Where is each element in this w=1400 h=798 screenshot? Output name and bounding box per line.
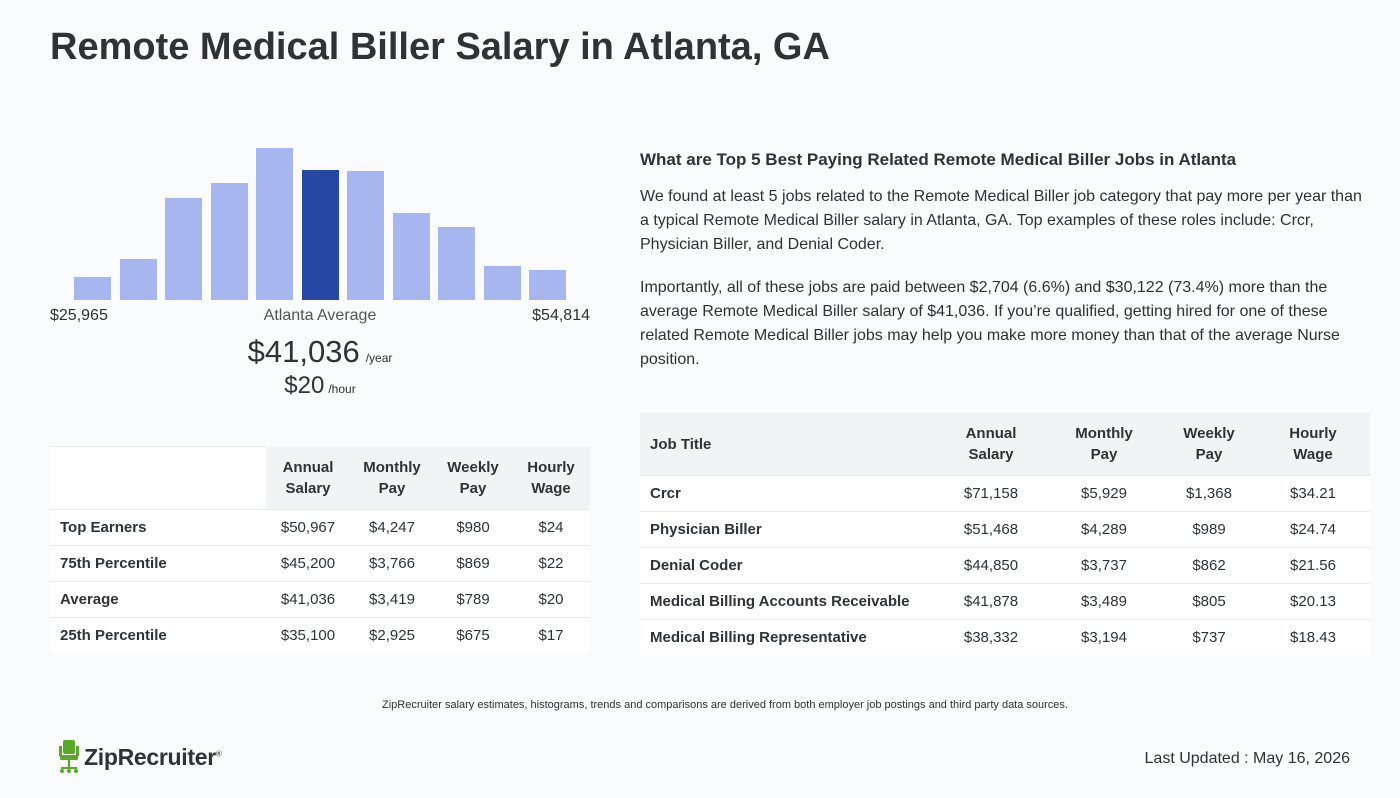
- cell-annual: $44,850: [936, 547, 1046, 584]
- salary-histogram: [74, 140, 568, 300]
- row-label: Top Earners: [50, 509, 266, 546]
- histogram-bar: [529, 270, 566, 300]
- histogram-bar: [484, 266, 521, 300]
- related-jobs-paragraph-1: We found at least 5 jobs related to the …: [640, 188, 1362, 253]
- page-title: Remote Medical Biller Salary in Atlanta,…: [50, 26, 830, 68]
- cell-hourly: $34.21: [1256, 475, 1370, 512]
- related-jobs-heading: What are Top 5 Best Paying Related Remot…: [640, 150, 1237, 169]
- histogram-bar: [256, 148, 293, 300]
- header-hourly-wage: Hourly Wage: [512, 446, 590, 510]
- histogram-min-label: $25,965: [50, 307, 108, 324]
- table-row: Top Earners $50,967 $4,247 $980 $24: [50, 509, 590, 546]
- cell-monthly: $4,289: [1046, 511, 1162, 548]
- hourly-wage-amount: $20: [284, 372, 325, 399]
- cell-weekly: $789: [434, 581, 512, 618]
- annual-salary-amount: $41,036: [247, 334, 360, 369]
- cell-weekly: $675: [434, 617, 512, 653]
- ziprecruiter-logo[interactable]: ZipRecruiter®: [58, 740, 222, 774]
- related-jobs-table-header: Job Title Annual Salary Monthly Pay Weekly…: [640, 413, 1370, 476]
- table-row: 75th Percentile $45,200 $3,766 $869 $22: [50, 545, 590, 582]
- cell-hourly: $24.74: [1256, 511, 1370, 548]
- cell-annual: $51,468: [936, 511, 1046, 548]
- cell-monthly: $3,737: [1046, 547, 1162, 584]
- annual-salary: $41,036/year: [50, 334, 590, 370]
- histogram-average-label: Atlanta Average: [263, 307, 377, 324]
- cell-monthly: $3,766: [350, 545, 434, 582]
- cell-weekly: $980: [434, 509, 512, 546]
- cell-weekly: $989: [1162, 511, 1256, 548]
- cell-monthly: $3,489: [1046, 583, 1162, 620]
- header-monthly-pay: Monthly Pay: [1046, 413, 1162, 476]
- annual-salary-unit: /year: [365, 351, 393, 365]
- header-monthly-pay: Monthly Pay: [350, 446, 434, 510]
- histogram-max-label: $54,814: [532, 307, 590, 324]
- cell-weekly: $869: [434, 545, 512, 582]
- cell-hourly: $18.43: [1256, 619, 1370, 655]
- cell-weekly: $805: [1162, 583, 1256, 620]
- histogram-bar: [165, 198, 202, 300]
- related-jobs-paragraph-2: Importantly, all of these jobs are paid …: [640, 279, 1340, 368]
- cell-hourly: $20: [512, 581, 590, 618]
- histogram-bar: [347, 171, 384, 300]
- table-row: Medical Billing Accounts Receivable $41,…: [640, 583, 1370, 620]
- cell-annual: $38,332: [936, 619, 1046, 655]
- header-annual-salary: Annual Salary: [936, 413, 1046, 476]
- job-title: Medical Billing Representative: [640, 619, 936, 655]
- cell-annual: $45,200: [266, 545, 350, 582]
- percentile-table: Annual Salary Monthly Pay Weekly Pay Hourly…: [50, 446, 590, 653]
- header-weekly-pay: Weekly Pay: [1162, 413, 1256, 476]
- header-blank-cell: [50, 446, 266, 510]
- job-title: Medical Billing Accounts Receivable: [640, 583, 936, 620]
- cell-annual: $41,036: [266, 581, 350, 618]
- cell-monthly: $3,194: [1046, 619, 1162, 655]
- histogram-bar: [74, 277, 111, 300]
- cell-annual: $41,878: [936, 583, 1046, 620]
- cell-annual: $71,158: [936, 475, 1046, 512]
- related-jobs-table: Job Title Annual Salary Monthly Pay Weekly…: [640, 413, 1370, 655]
- histogram-bar: [302, 170, 339, 300]
- cell-weekly: $862: [1162, 547, 1256, 584]
- table-row: Denial Coder $44,850 $3,737 $862 $21.56: [640, 547, 1370, 584]
- table-row: Physician Biller $51,468 $4,289 $989 $24…: [640, 511, 1370, 548]
- hourly-wage: $20/hour: [50, 372, 590, 400]
- cell-annual: $50,967: [266, 509, 350, 546]
- job-title: Crcr: [640, 475, 936, 512]
- cell-hourly: $22: [512, 545, 590, 582]
- cell-annual: $35,100: [266, 617, 350, 653]
- header-annual-salary: Annual Salary: [266, 446, 350, 510]
- header-hourly-wage: Hourly Wage: [1256, 413, 1370, 476]
- cell-hourly: $24: [512, 509, 590, 546]
- histogram-bar: [211, 183, 248, 300]
- histogram-bar: [393, 213, 430, 300]
- chair-icon: [59, 740, 79, 773]
- cell-monthly: $5,929: [1046, 475, 1162, 512]
- histogram-bar: [438, 227, 475, 300]
- disclaimer-text: ZipRecruiter salary estimates, histogram…: [382, 699, 1068, 711]
- row-label: 25th Percentile: [50, 617, 266, 653]
- cell-hourly: $21.56: [1256, 547, 1370, 584]
- cell-weekly: $1,368: [1162, 475, 1256, 512]
- cell-monthly: $4,247: [350, 509, 434, 546]
- table-row: Crcr $71,158 $5,929 $1,368 $34.21: [640, 475, 1370, 512]
- hourly-wage-unit: /hour: [328, 382, 356, 396]
- cell-weekly: $737: [1162, 619, 1256, 655]
- table-row: 25th Percentile $35,100 $2,925 $675 $17: [50, 617, 590, 653]
- header-weekly-pay: Weekly Pay: [434, 446, 512, 510]
- row-label: 75th Percentile: [50, 545, 266, 582]
- cell-hourly: $20.13: [1256, 583, 1370, 620]
- brand-name: ZipRecruiter®: [84, 743, 222, 770]
- cell-monthly: $2,925: [350, 617, 434, 653]
- cell-monthly: $3,419: [350, 581, 434, 618]
- last-updated: Last Updated : May 16, 2026: [1144, 750, 1350, 767]
- percentile-table-header: Annual Salary Monthly Pay Weekly Pay Hourly…: [50, 446, 590, 510]
- row-label: Average: [50, 581, 266, 618]
- table-row: Average $41,036 $3,419 $789 $20: [50, 581, 590, 618]
- histogram-bar: [120, 259, 157, 300]
- job-title: Physician Biller: [640, 511, 936, 548]
- cell-hourly: $17: [512, 617, 590, 653]
- header-job-title: Job Title: [640, 413, 936, 476]
- job-title: Denial Coder: [640, 547, 936, 584]
- table-row: Medical Billing Representative $38,332 $…: [640, 619, 1370, 655]
